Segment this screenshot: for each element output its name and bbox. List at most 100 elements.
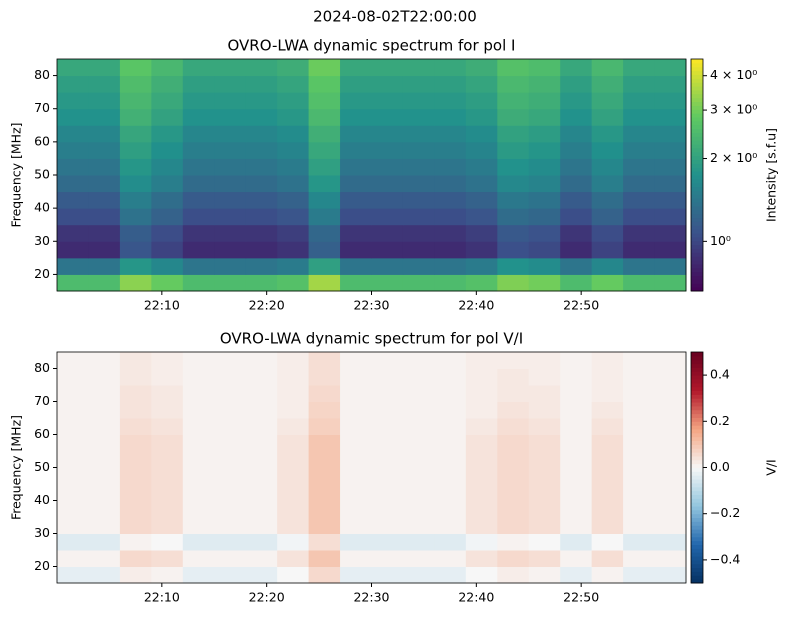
heatmap-cell (151, 418, 184, 435)
heatmap-cell (214, 401, 247, 419)
heatmap-cell (528, 533, 561, 551)
heatmap-cell (560, 368, 593, 386)
heatmap-cell (88, 451, 121, 468)
heatmap-cell (119, 533, 152, 551)
heatmap-cell (434, 92, 467, 110)
heatmap-cell (340, 517, 372, 534)
heatmap-cell (57, 274, 89, 292)
heatmap-cell (623, 208, 656, 226)
heatmap-cell (119, 352, 152, 369)
heatmap-cell (434, 141, 467, 159)
colorbar-swatch (691, 163, 703, 168)
heatmap-cell (560, 175, 593, 193)
heatmap-cell (88, 418, 121, 435)
heatmap-cell (654, 175, 687, 193)
heatmap-cell (465, 224, 498, 242)
heatmap-cell (340, 401, 372, 419)
colorbar-swatch (691, 240, 703, 246)
heatmap-cell (402, 59, 435, 77)
heatmap-cell (591, 125, 624, 143)
heatmap-cell (560, 141, 593, 159)
colorbar-swatch (691, 517, 703, 522)
heatmap-cell (151, 550, 184, 567)
colorbar-swatch (691, 448, 703, 453)
heatmap-cell (623, 467, 656, 485)
heatmap-cell (151, 434, 184, 452)
heatmap-cell (654, 108, 687, 126)
colorbar-swatch (691, 279, 703, 284)
colorbar-swatch (691, 97, 703, 103)
y-tick-label: 20 (34, 558, 50, 573)
colorbar-swatch (691, 455, 703, 461)
x-tick-label: 22:50 (563, 298, 599, 313)
heatmap-cell (654, 59, 687, 77)
heatmap-cell (497, 75, 530, 93)
heatmap-cell (560, 224, 593, 242)
colorbar-swatch (691, 144, 703, 149)
plot-title: OVRO-LWA dynamic spectrum for pol V/I (220, 330, 523, 348)
y-tick-label: 40 (34, 200, 50, 215)
heatmap-cell (88, 550, 121, 567)
heatmap-cell (623, 434, 656, 452)
colorbar-label: V/I (764, 459, 779, 475)
heatmap-cell (340, 500, 372, 518)
heatmap-cell (119, 434, 152, 452)
heatmap-cell (465, 75, 498, 93)
heatmap-cell (560, 385, 593, 402)
heatmap-cell (528, 550, 561, 567)
heatmap-cell (591, 467, 624, 485)
heatmap-cell (434, 158, 467, 176)
heatmap-cell (560, 500, 593, 518)
heatmap-cell (623, 125, 656, 143)
heatmap-cell (245, 566, 278, 584)
colorbar-swatch (691, 70, 703, 75)
y-axis-label: Frequency [MHz] (9, 415, 24, 520)
colorbar-swatch (691, 275, 703, 280)
heatmap-cell (119, 108, 152, 126)
heatmap-cell (245, 257, 278, 275)
heatmap-cell (277, 533, 310, 551)
heatmap-cell (465, 108, 498, 126)
colorbar-swatch (691, 233, 703, 238)
heatmap-cell (654, 92, 687, 110)
heatmap-cell (371, 175, 404, 193)
y-tick-label: 80 (34, 67, 50, 82)
heatmap-cell (591, 75, 624, 93)
heatmap-cell (57, 401, 89, 419)
heatmap-cell (434, 484, 467, 501)
heatmap-cell (465, 59, 498, 77)
heatmap-cell (182, 566, 215, 584)
x-tick-label: 22:10 (144, 298, 180, 313)
heatmap-cell (214, 467, 247, 485)
heatmap-cell (434, 418, 467, 435)
colorbar-swatch (691, 498, 703, 503)
heatmap-cell (151, 208, 184, 226)
heatmap-cell (308, 550, 341, 567)
heatmap-cell (308, 108, 341, 126)
heatmap-cell (497, 274, 530, 292)
y-axis-label: Frequency [MHz] (9, 122, 24, 227)
heatmap-cell (245, 108, 278, 126)
heatmap-cell (434, 500, 467, 518)
heatmap-cell (119, 467, 152, 485)
heatmap-cell (340, 241, 372, 259)
heatmap-cell (340, 484, 372, 501)
heatmap-cell (245, 451, 278, 468)
heatmap-cell (497, 208, 530, 226)
heatmap-cell (119, 418, 152, 435)
heatmap-cell (88, 484, 121, 501)
heatmap-cell (277, 484, 310, 501)
heatmap-cell (654, 500, 687, 518)
heatmap-cell (277, 208, 310, 226)
heatmap-cell (308, 241, 341, 259)
heatmap-cell (528, 517, 561, 534)
colorbar-swatch (691, 506, 703, 511)
heatmap-cell (560, 566, 593, 584)
heatmap-cell (623, 533, 656, 551)
colorbar-swatch (691, 552, 703, 557)
heatmap-cell (151, 352, 184, 369)
colorbar-swatch (691, 502, 703, 507)
heatmap-cell (182, 224, 215, 242)
heatmap-cell (151, 274, 184, 292)
colorbar-swatch (691, 482, 703, 488)
